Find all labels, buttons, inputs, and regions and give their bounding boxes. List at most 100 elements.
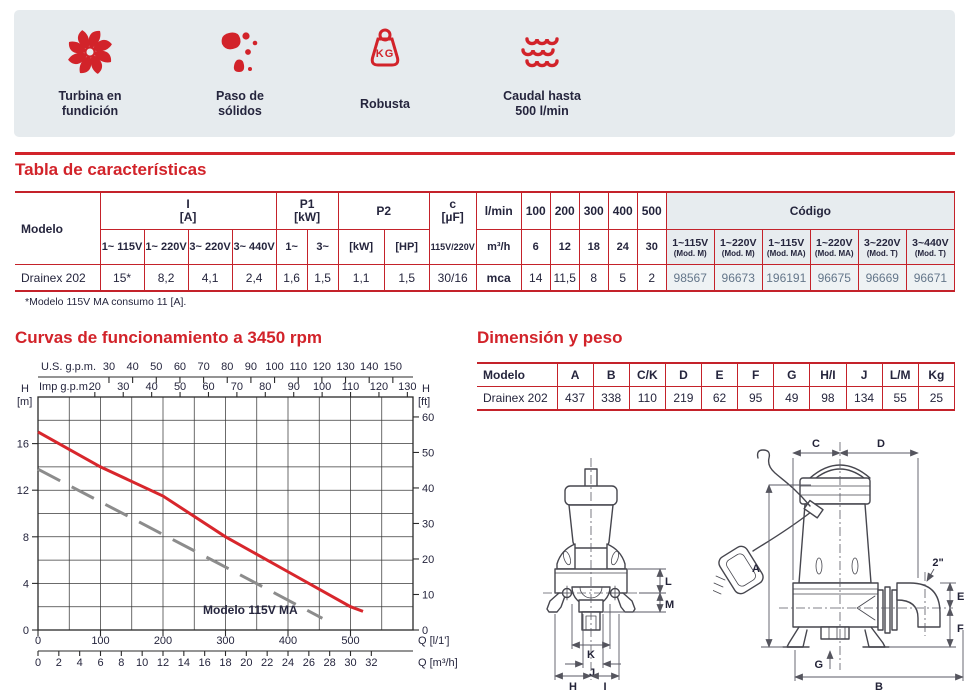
dimensions-table: Modelo A B C/K D E F G H/I J L/M Kg Drai…	[477, 362, 956, 411]
svg-text:I: I	[603, 681, 606, 693]
codigo-col: 1~220V (Mod. M)	[713, 229, 763, 265]
dimensions-title: Dimensión y peso	[477, 328, 623, 347]
svg-text:60: 60	[422, 412, 434, 424]
svg-text:G: G	[814, 659, 823, 671]
table-subheader-row: 1~ 115V 1~ 220V 3~ 220V 3~ 440V 1~ 3~ [k…	[15, 229, 956, 265]
svg-text:120: 120	[370, 381, 388, 393]
cell: 4,1	[187, 264, 233, 292]
col-p1-tri: 3~	[306, 229, 339, 265]
svg-text:24: 24	[282, 657, 294, 669]
codigo-col: 1~220V (Mod. MA)	[809, 229, 859, 265]
svg-text:110: 110	[289, 361, 307, 373]
table-data-row: Drainex 202 437 338 110 219 62 95 49 98 …	[477, 386, 956, 411]
feature-solids: Paso de sólidos	[175, 24, 305, 120]
feature-flow: Caudal hasta 500 l/min	[477, 24, 607, 120]
model-name: Drainex 202	[15, 264, 101, 292]
cell: 2,4	[231, 264, 277, 292]
svg-text:20: 20	[89, 381, 101, 393]
codigo-value: 96671	[905, 264, 956, 292]
feature-robust: KG Robusta	[320, 24, 450, 120]
flow-m3h-header: m³/h	[475, 229, 522, 265]
cell: 110	[628, 386, 666, 411]
svg-text:40: 40	[422, 483, 434, 495]
col-1-220v: 1~ 220V	[143, 229, 189, 265]
svg-text:26: 26	[303, 657, 315, 669]
solids-passage-icon	[221, 32, 258, 72]
section-divider	[15, 152, 955, 155]
cell: 25	[917, 386, 956, 411]
svg-text:32: 32	[365, 657, 377, 669]
flow-value: 200	[549, 191, 580, 230]
svg-text:30: 30	[422, 518, 434, 530]
svg-text:100: 100	[91, 635, 109, 647]
svg-text:120: 120	[313, 361, 331, 373]
cell: 8,2	[143, 264, 189, 292]
cell: 1,5	[383, 264, 430, 292]
svg-text:22: 22	[261, 657, 273, 669]
codigo-col: 3~440V (Mod. T)	[905, 229, 956, 265]
feature-label: Turbina en fundición	[58, 89, 122, 118]
svg-text:Imp g.p.m.: Imp g.p.m.	[39, 381, 91, 393]
side-view-dimensions: C D A E F G B 2"	[752, 438, 964, 693]
codigo-value: 96669	[857, 264, 907, 292]
svg-text:14: 14	[178, 657, 190, 669]
svg-text:0: 0	[35, 635, 41, 647]
svg-text:Q [l/1']: Q [l/1']	[418, 635, 449, 647]
col-p1-mono: 1~	[275, 229, 308, 265]
waves-icon	[521, 37, 559, 68]
svg-text:50: 50	[150, 361, 162, 373]
svg-text:KG: KG	[376, 48, 395, 60]
svg-text:28: 28	[324, 657, 336, 669]
cell: 437	[556, 386, 594, 411]
characteristics-title: Tabla de características	[15, 160, 207, 179]
feature-turbine: Turbina en fundición	[25, 24, 155, 120]
svg-text:70: 70	[197, 361, 209, 373]
cell: 1,5	[306, 264, 339, 292]
flow-mca-header: mca	[475, 264, 522, 292]
feature-label: Robusta	[360, 96, 410, 111]
svg-text:2: 2	[56, 657, 62, 669]
codigo-col: 1~115V (Mod. MA)	[761, 229, 811, 265]
svg-text:100: 100	[313, 381, 331, 393]
flow-value: 24	[607, 229, 638, 265]
flow-value: 100	[520, 191, 551, 230]
svg-text:30: 30	[117, 381, 129, 393]
svg-text:70: 70	[231, 381, 243, 393]
svg-text:B: B	[875, 681, 883, 693]
svg-text:J: J	[589, 667, 595, 679]
svg-text:50: 50	[174, 381, 186, 393]
svg-text:8: 8	[118, 657, 124, 669]
model-header: Modelo	[15, 191, 101, 265]
svg-text:E: E	[957, 591, 964, 603]
svg-text:20: 20	[240, 657, 252, 669]
pump-front-view-drawing: L M K J H I	[543, 458, 674, 693]
cell: 49	[773, 386, 811, 411]
svg-text:130: 130	[398, 381, 416, 393]
pump-side-view-drawing: C D A E F G B 2"	[713, 438, 964, 693]
group-p1: P1 [kW]	[275, 191, 339, 230]
model-name: Drainex 202	[477, 386, 558, 411]
cell: 1,6	[275, 264, 308, 292]
svg-text:40: 40	[127, 361, 139, 373]
svg-text:130: 130	[336, 361, 354, 373]
cell: 219	[664, 386, 703, 411]
svg-text:0: 0	[35, 657, 41, 669]
group-capacitor: c [µF]	[428, 191, 477, 230]
svg-text:H: H	[569, 681, 577, 693]
svg-text:500: 500	[341, 635, 359, 647]
svg-text:12: 12	[17, 485, 29, 497]
svg-text:16: 16	[17, 439, 29, 451]
svg-text:C: C	[812, 438, 820, 450]
svg-text:50: 50	[422, 447, 434, 459]
svg-text:Modelo 115V MA: Modelo 115V MA	[203, 603, 298, 617]
svg-text:A: A	[752, 563, 760, 575]
cell: 98	[809, 386, 847, 411]
flow-value: 500	[636, 191, 667, 230]
table-header-row: Modelo I [A] P1 [kW] P2 c [µF] l/min 100…	[15, 191, 956, 265]
cell: 5	[607, 264, 638, 292]
svg-text:K: K	[587, 649, 595, 661]
codigo-col: 3~220V (Mod. T)	[857, 229, 907, 265]
cell: 11,5	[549, 264, 580, 292]
curves-title: Curvas de funcionamiento a 3450 rpm	[15, 328, 323, 347]
table-footnote: *Modelo 115V MA consumo 11 [A].	[25, 296, 187, 308]
